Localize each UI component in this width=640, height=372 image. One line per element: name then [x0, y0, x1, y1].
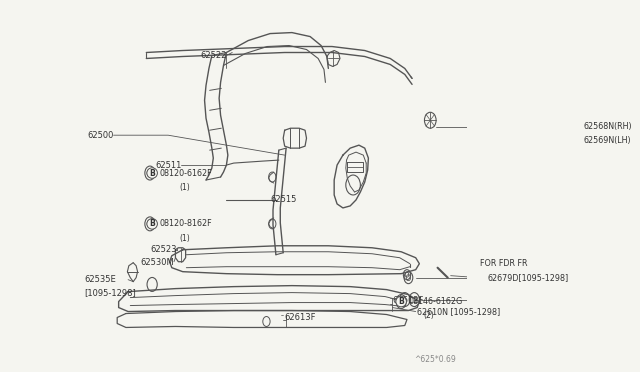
Text: 62568N(RH): 62568N(RH) — [583, 122, 632, 131]
Text: 62515: 62515 — [270, 195, 296, 205]
Text: B: B — [398, 297, 404, 306]
Text: B: B — [149, 219, 155, 228]
Text: ^625*0.69: ^625*0.69 — [414, 355, 456, 364]
Text: 62535E: 62535E — [84, 275, 116, 284]
Text: FOR FDR FR: FOR FDR FR — [480, 259, 527, 268]
Text: 62610N [1095-1298]: 62610N [1095-1298] — [417, 307, 500, 316]
Text: 62523: 62523 — [150, 245, 177, 254]
Text: [1095-1298]: [1095-1298] — [84, 288, 136, 297]
Text: B: B — [149, 169, 155, 177]
Text: (1): (1) — [179, 234, 190, 243]
Text: 62613F: 62613F — [285, 313, 316, 322]
Text: 62679D[1095-1298]: 62679D[1095-1298] — [487, 273, 568, 282]
Text: 08146-6162G: 08146-6162G — [408, 297, 463, 306]
Text: (2): (2) — [423, 311, 434, 320]
Text: 08120-6162F: 08120-6162F — [159, 169, 212, 177]
Text: 62511: 62511 — [155, 161, 181, 170]
Text: 62500: 62500 — [87, 131, 113, 140]
Text: 62569N(LH): 62569N(LH) — [583, 136, 631, 145]
Text: 62530M: 62530M — [140, 258, 174, 267]
Text: (1): (1) — [179, 183, 190, 192]
Text: 62612F: 62612F — [392, 296, 424, 305]
Text: 08120-8162F: 08120-8162F — [159, 219, 212, 228]
Text: 62522: 62522 — [200, 51, 227, 60]
